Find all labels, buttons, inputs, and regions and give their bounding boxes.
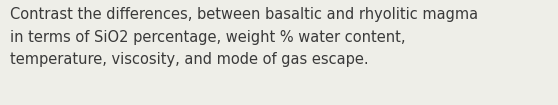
Text: Contrast the differences, between basaltic and rhyolitic magma
in terms of SiO2 : Contrast the differences, between basalt… bbox=[10, 7, 478, 67]
